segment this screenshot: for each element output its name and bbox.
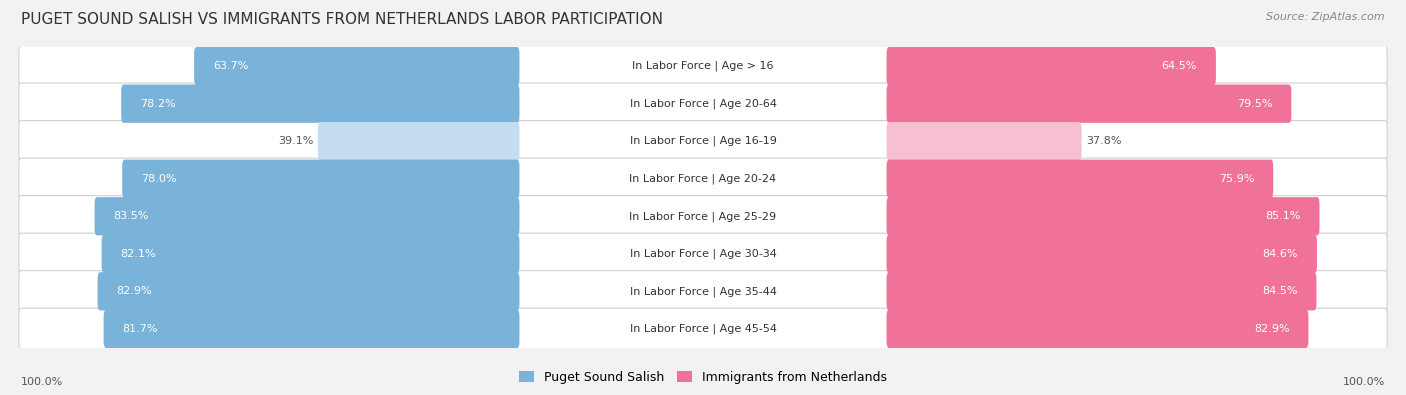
FancyBboxPatch shape <box>887 197 1319 235</box>
Text: 79.5%: 79.5% <box>1237 99 1272 109</box>
Text: In Labor Force | Age > 16: In Labor Force | Age > 16 <box>633 61 773 71</box>
FancyBboxPatch shape <box>194 47 519 85</box>
FancyBboxPatch shape <box>318 122 519 160</box>
FancyBboxPatch shape <box>122 160 519 198</box>
Text: 63.7%: 63.7% <box>214 61 249 71</box>
FancyBboxPatch shape <box>101 235 519 273</box>
Text: 100.0%: 100.0% <box>1343 377 1385 387</box>
FancyBboxPatch shape <box>97 272 519 310</box>
FancyBboxPatch shape <box>18 158 1388 199</box>
Text: Source: ZipAtlas.com: Source: ZipAtlas.com <box>1267 12 1385 22</box>
FancyBboxPatch shape <box>18 45 1388 87</box>
Text: In Labor Force | Age 20-64: In Labor Force | Age 20-64 <box>630 98 776 109</box>
Text: 78.2%: 78.2% <box>141 99 176 109</box>
FancyBboxPatch shape <box>887 122 1081 160</box>
FancyBboxPatch shape <box>887 235 1317 273</box>
Text: 84.6%: 84.6% <box>1263 249 1298 259</box>
FancyBboxPatch shape <box>18 120 1388 162</box>
FancyBboxPatch shape <box>121 85 519 123</box>
FancyBboxPatch shape <box>887 272 1316 310</box>
Text: In Labor Force | Age 30-34: In Labor Force | Age 30-34 <box>630 248 776 259</box>
Text: In Labor Force | Age 25-29: In Labor Force | Age 25-29 <box>630 211 776 222</box>
Legend: Puget Sound Salish, Immigrants from Netherlands: Puget Sound Salish, Immigrants from Neth… <box>515 366 891 389</box>
Text: 83.5%: 83.5% <box>114 211 149 221</box>
FancyBboxPatch shape <box>18 233 1388 275</box>
Text: 82.9%: 82.9% <box>1254 324 1289 334</box>
FancyBboxPatch shape <box>887 47 1216 85</box>
Text: In Labor Force | Age 20-24: In Labor Force | Age 20-24 <box>630 173 776 184</box>
FancyBboxPatch shape <box>18 83 1388 124</box>
FancyBboxPatch shape <box>94 197 519 235</box>
Text: PUGET SOUND SALISH VS IMMIGRANTS FROM NETHERLANDS LABOR PARTICIPATION: PUGET SOUND SALISH VS IMMIGRANTS FROM NE… <box>21 12 664 27</box>
Text: 100.0%: 100.0% <box>21 377 63 387</box>
Text: 39.1%: 39.1% <box>278 136 314 146</box>
Text: 84.5%: 84.5% <box>1263 286 1298 296</box>
FancyBboxPatch shape <box>18 196 1388 237</box>
Text: 64.5%: 64.5% <box>1161 61 1197 71</box>
FancyBboxPatch shape <box>18 308 1388 350</box>
Text: 78.0%: 78.0% <box>141 174 177 184</box>
Text: 75.9%: 75.9% <box>1219 174 1254 184</box>
Text: In Labor Force | Age 16-19: In Labor Force | Age 16-19 <box>630 136 776 147</box>
Text: 82.1%: 82.1% <box>121 249 156 259</box>
FancyBboxPatch shape <box>18 271 1388 312</box>
Text: 81.7%: 81.7% <box>122 324 157 334</box>
Text: In Labor Force | Age 35-44: In Labor Force | Age 35-44 <box>630 286 776 297</box>
FancyBboxPatch shape <box>887 160 1274 198</box>
Text: In Labor Force | Age 45-54: In Labor Force | Age 45-54 <box>630 324 776 334</box>
Text: 82.9%: 82.9% <box>117 286 152 296</box>
Text: 85.1%: 85.1% <box>1265 211 1301 221</box>
FancyBboxPatch shape <box>887 85 1291 123</box>
Text: 37.8%: 37.8% <box>1085 136 1122 146</box>
FancyBboxPatch shape <box>104 310 519 348</box>
FancyBboxPatch shape <box>887 310 1309 348</box>
